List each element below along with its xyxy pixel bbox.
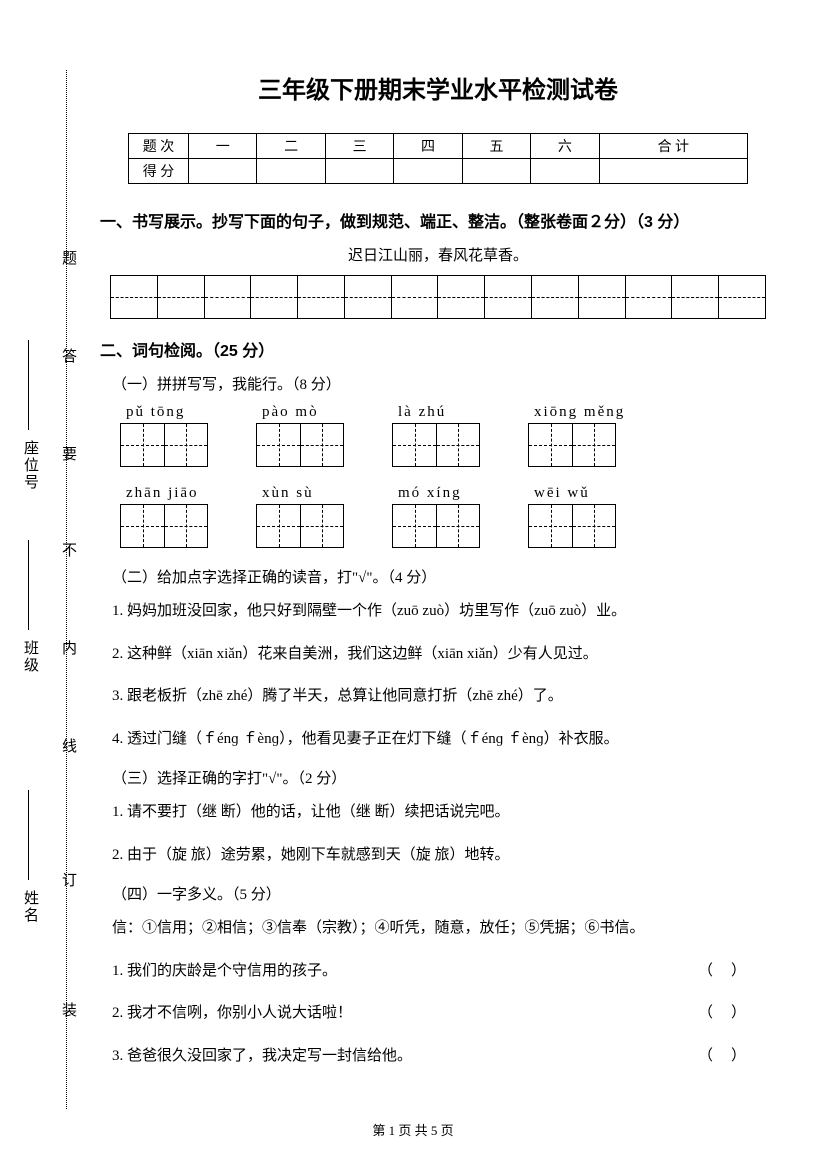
answer-blank[interactable]: （） (698, 957, 764, 986)
score-cell[interactable] (325, 159, 393, 184)
pinyin-item: là zhú (392, 404, 480, 467)
margin-ding: 订 (58, 872, 79, 893)
char-grid[interactable] (256, 504, 344, 548)
pinyin-text: xùn sù (256, 485, 344, 502)
char-grid[interactable] (256, 423, 344, 467)
score-col: 二 (257, 134, 325, 159)
char-grid[interactable] (120, 504, 208, 548)
score-col: 三 (325, 134, 393, 159)
page-title: 三年级下册期末学业水平检测试卷 (100, 70, 776, 105)
sub-2-4: （四）一字多义。（5 分） (112, 883, 776, 904)
score-header: 题 次 (129, 134, 189, 159)
field-seat-label: 座位号 (20, 440, 41, 491)
question-4-3: 3. 爸爸很久没回家了，我决定写一封信给他。 （） (112, 1042, 764, 1071)
sub-2-2: （二）给加点字选择正确的读音，打"√"。（4 分） (112, 566, 776, 587)
answer-blank[interactable]: （） (698, 1042, 764, 1071)
question-4-2: 2. 我才不信咧，你别小人说大话啦！ （） (112, 999, 764, 1028)
char-grid[interactable] (392, 504, 480, 548)
pinyin-text: zhān jiāo (120, 485, 208, 502)
dotted-binding-line (66, 70, 67, 1109)
margin-zhuang: 装 (58, 1002, 79, 1023)
score-col: 五 (462, 134, 530, 159)
score-cell[interactable] (462, 159, 530, 184)
field-name-label: 姓名 (20, 890, 41, 924)
question-2-4: 4. 透过门缝（ｆénɡ ｆènɡ），他看见妻子正在灯下缝（ｆénɡ ｆènɡ）… (112, 725, 776, 754)
field-class-label: 班级 (20, 640, 41, 674)
sub-2-3: （三）选择正确的字打"√"。（2 分） (112, 767, 776, 788)
field-name-line[interactable] (28, 790, 29, 880)
pinyin-row-1: pǔ tōng pào mò là zhú xiōng měng (120, 404, 776, 467)
score-col: 四 (394, 134, 462, 159)
score-cell[interactable] (531, 159, 599, 184)
section-1-heading: 一、书写展示。抄写下面的句子，做到规范、端正、整洁。（整张卷面２分）（3 分） (100, 208, 776, 232)
margin-yao: 要 (58, 446, 79, 467)
pinyin-text: pǔ tōng (120, 404, 208, 421)
question-text: 3. 爸爸很久没回家了，我决定写一封信给他。 (112, 1042, 412, 1071)
table-row: 得 分 (129, 159, 748, 184)
margin-xian: 线 (58, 738, 79, 759)
writing-grid[interactable] (110, 275, 766, 319)
pinyin-text: xiōng měng (528, 404, 625, 421)
margin-ti: 题 (58, 250, 79, 271)
page-footer: 第 1 页 共 5 页 (0, 1120, 826, 1139)
page-content: 三年级下册期末学业水平检测试卷 题 次 一 二 三 四 五 六 合 计 得 分 … (100, 70, 776, 1084)
score-col: 合 计 (599, 134, 747, 159)
question-3-1: 1. 请不要打（继 断）他的话，让他（继 断）续把话说完吧。 (112, 798, 776, 827)
char-grid[interactable] (528, 423, 625, 467)
field-seat-line[interactable] (28, 340, 29, 430)
question-2-3: 3. 跟老板折（zhē zhé）腾了半天，总算让他同意打折（zhē zhé）了。 (112, 682, 776, 711)
score-row-label: 得 分 (129, 159, 189, 184)
pinyin-text: wēi wǔ (528, 485, 616, 502)
question-2-1: 1. 妈妈加班没回家，他只好到隔壁一个作（zuō zuò）坊里写作（zuō zu… (112, 597, 776, 626)
score-cell[interactable] (599, 159, 747, 184)
margin-bu: 不 (58, 542, 79, 563)
question-4-1: 1. 我们的庆龄是个守信用的孩子。 （） (112, 957, 764, 986)
question-text: 2. 我才不信咧，你别小人说大话啦！ (112, 999, 352, 1028)
binding-margin: 装 订 线 内 不 要 答 题 姓名 班级 座位号 (38, 70, 86, 1109)
score-col: 一 (189, 134, 257, 159)
pinyin-item: mó xíng (392, 485, 480, 548)
pinyin-item: pǔ tōng (120, 404, 208, 467)
pinyin-text: là zhú (392, 404, 480, 421)
margin-nei: 内 (58, 640, 79, 661)
pinyin-item: pào mò (256, 404, 344, 467)
pinyin-item: xùn sù (256, 485, 344, 548)
question-text: 1. 我们的庆龄是个守信用的孩子。 (112, 957, 337, 986)
margin-da: 答 (58, 348, 79, 369)
copy-sentence: 迟日江山丽，春风花草香。 (100, 244, 776, 265)
score-cell[interactable] (257, 159, 325, 184)
score-cell[interactable] (394, 159, 462, 184)
field-class-line[interactable] (28, 540, 29, 630)
char-grid[interactable] (120, 423, 208, 467)
section-2-heading: 二、词句检阅。（25 分） (100, 337, 776, 361)
score-col: 六 (531, 134, 599, 159)
char-grid[interactable] (392, 423, 480, 467)
score-cell[interactable] (189, 159, 257, 184)
table-row: 题 次 一 二 三 四 五 六 合 计 (129, 134, 748, 159)
answer-blank[interactable]: （） (698, 999, 764, 1028)
pinyin-row-2: zhān jiāo xùn sù mó xíng wēi wǔ (120, 485, 776, 548)
pinyin-item: zhān jiāo (120, 485, 208, 548)
char-grid[interactable] (528, 504, 616, 548)
question-3-2: 2. 由于（旋 旅）途劳累，她刚下车就感到天（旋 旅）地转。 (112, 841, 776, 870)
question-2-2: 2. 这种鲜（xiān xiǎn）花来自美洲，我们这边鲜（xiān xiǎn）少… (112, 640, 776, 669)
sub-2-1: （一）拼拼写写，我能行。（8 分） (112, 373, 776, 394)
pinyin-text: mó xíng (392, 485, 480, 502)
pinyin-item: wēi wǔ (528, 485, 616, 548)
score-table: 题 次 一 二 三 四 五 六 合 计 得 分 (128, 133, 748, 184)
pinyin-text: pào mò (256, 404, 344, 421)
question-4-intro: 信：①信用；②相信；③信奉（宗教）；④听凭，随意，放任；⑤凭据；⑥书信。 (112, 914, 776, 943)
pinyin-item: xiōng měng (528, 404, 625, 467)
